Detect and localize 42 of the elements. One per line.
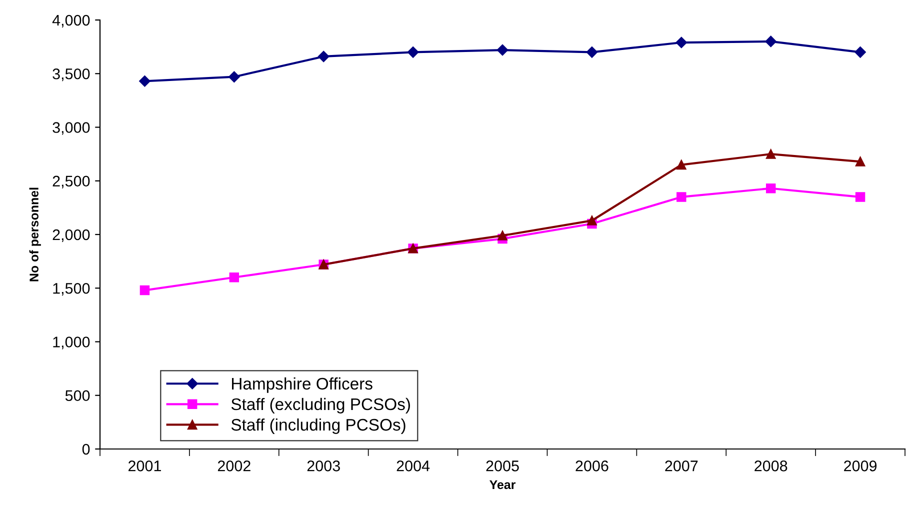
point [586,46,598,58]
point [854,46,866,58]
y-axis-title: No of personnel [29,188,41,282]
point [855,156,866,166]
x-tick-label: 2004 [396,460,430,472]
x-tick-label: 2009 [844,460,877,472]
legend-label: Staff (excluding PCSOs) [231,398,410,414]
point [496,44,508,56]
point [318,50,330,62]
point [765,36,776,48]
point [587,216,597,226]
y-tick-label: 2,000 [52,229,90,242]
x-tick-label: 2008 [754,460,788,472]
point [498,230,508,240]
legend-label: Staff (including PCSOs) [231,418,406,434]
y-tick-label: 3,000 [52,122,90,135]
x-tick-label: 2002 [218,460,250,472]
x-tick-label: 2006 [576,460,608,472]
point [139,76,150,87]
point [855,192,866,202]
x-tick-label: 2007 [665,460,698,472]
point [676,160,686,170]
legend-label: Hampshire Officers [232,377,372,393]
point [228,71,240,82]
point [229,272,240,282]
y-tick-label: 1,000 [53,336,90,350]
point [676,192,686,202]
x-tick-label: 2005 [486,460,519,472]
x-tick-label: 2003 [307,460,340,472]
point [676,36,687,48]
x-tick-label: 2001 [128,460,161,472]
point [140,285,150,296]
y-tick-label: 4,000 [52,14,90,28]
point [766,184,776,194]
point [766,149,776,159]
point [407,46,419,58]
y-tick-label: 0 [82,444,90,455]
y-tick-label: 500 [65,390,90,402]
y-tick-label: 3,500 [52,68,90,82]
y-tick-label: 2,500 [52,176,90,188]
x-axis-title: Year [490,480,516,490]
y-tick-label: 1,500 [53,282,90,296]
